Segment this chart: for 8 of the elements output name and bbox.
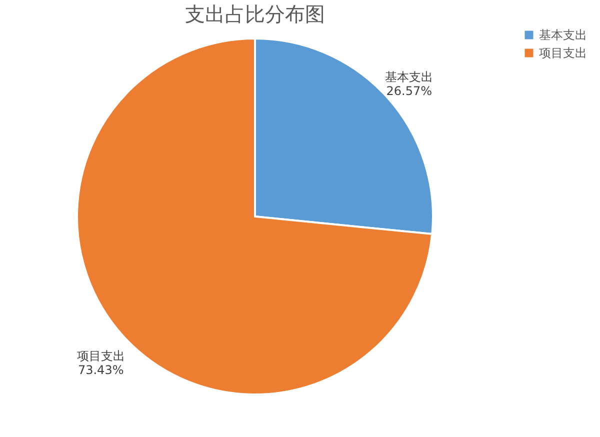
- pie-slice: [76, 38, 434, 396]
- data-label: 26.57%: [386, 84, 432, 98]
- legend-label: 项目支出: [539, 46, 587, 60]
- slice-label: 基本支出: [385, 70, 434, 84]
- chart-title: 支出占比分布图: [185, 2, 325, 26]
- data-label: 73.43%: [78, 363, 124, 378]
- legend-label: 基本支出: [539, 28, 587, 42]
- slice-label: 项目支出: [76, 349, 125, 364]
